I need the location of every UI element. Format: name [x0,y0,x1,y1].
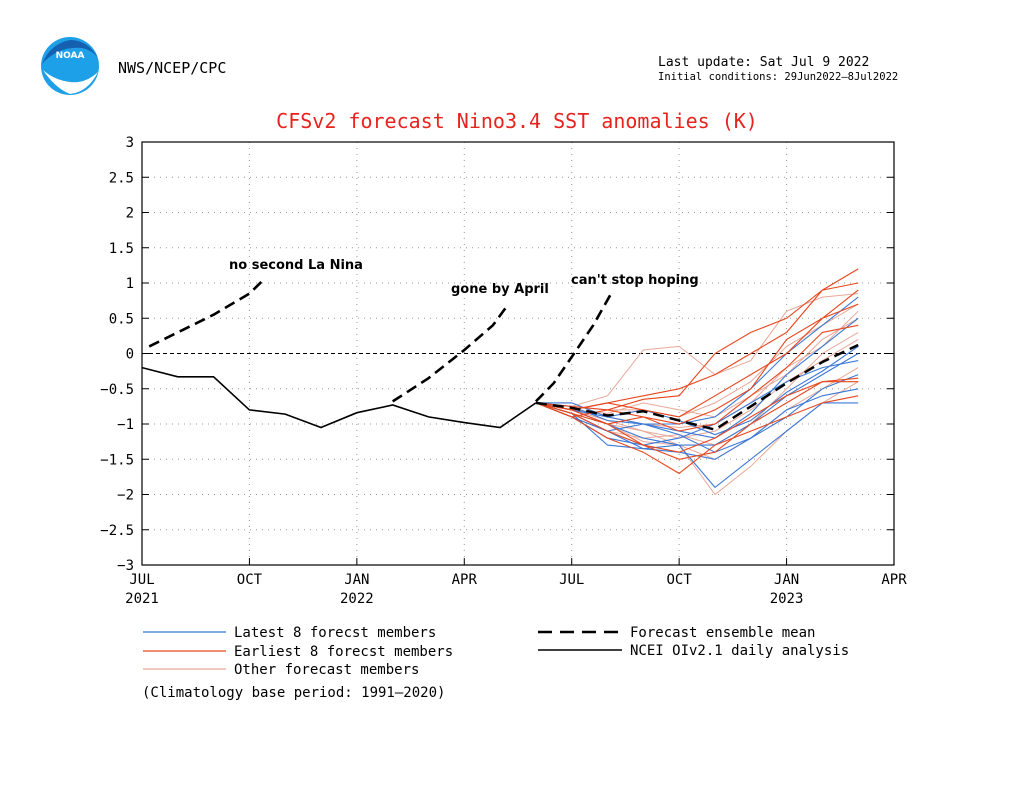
annotation-no-second-la-nina: no second La Nina [229,258,363,273]
legend-label-earliest: Earliest 8 forecst members [234,644,453,660]
y-tick-label: 0 [126,347,134,363]
members-other-group [535,293,859,496]
chart-title: CFSv2 forecast Nino3.4 SST anomalies (K) [276,109,758,133]
x-tick-label: JAN [344,572,369,588]
x-tick-year: 2021 [125,591,159,607]
y-tick-label: 1.5 [109,241,134,257]
member-line [535,377,859,460]
y-tick-label: −1 [117,417,134,433]
legend: Latest 8 forecst members Earliest 8 fore… [142,625,849,701]
legend-label-latest: Latest 8 forecst members [234,625,436,641]
member-line [535,402,859,489]
x-tick-label: OCT [237,572,263,588]
y-tick-label: 0.5 [109,311,134,327]
analysis-line [141,366,537,429]
y-tick-label: 3 [126,135,134,151]
x-tick-label: APR [881,572,907,588]
x-axis: JUL 2021 OCT JAN 2022 APR JUL OCT JAN 2023 APR [125,558,907,607]
y-tick-label: 1 [126,276,134,292]
legend-label-analysis: NCEI OIv2.1 daily analysis [630,643,849,659]
x-tick-label: OCT [666,572,692,588]
y-tick-label: −2.5 [100,523,134,539]
y-tick-label: −0.5 [100,382,134,398]
legend-label-other: Other forecast members [234,662,419,678]
agency-label: NWS/NCEP/CPC [118,59,226,77]
annotation-cant-stop-hoping: can't stop hoping [571,273,699,288]
x-tick-year: 2023 [770,591,804,607]
noaa-logo: NOAA [41,37,99,95]
ensemble-mean-line [535,343,859,431]
x-tick-label: JAN [774,572,799,588]
hand-lines-group [148,278,613,403]
member-line [535,289,859,418]
y-tick-label: 2.5 [109,170,134,186]
plot-area: 3 2.5 2 1.5 1 0.5 0 −0.5 −1 −1.5 −2 −2.5 −3 JUL 2021 O… [100,135,907,607]
x-tick-label: JUL [559,572,584,588]
y-axis: 3 2.5 2 1.5 1 0.5 0 −0.5 −1 −1.5 −2 −2.5 −3 [100,135,894,574]
y-tick-label: −3 [117,558,134,574]
initial-conditions-label: Initial conditions: 29Jun2022–8Jul2022 [658,71,898,83]
hand-drawn-line [534,292,613,403]
legend-label-mean: Forecast ensemble mean [630,625,815,641]
member-line [535,324,859,432]
y-tick-label: −2 [117,488,134,504]
members-earliest-group [535,268,859,475]
last-update-label: Last update: Sat Jul 9 2022 [658,55,869,70]
x-tick-label: APR [452,572,478,588]
member-line [535,282,859,411]
y-tick-label: −1.5 [100,452,134,468]
hand-drawn-line [391,304,509,403]
member-line [535,395,859,475]
noaa-logo-text: NOAA [56,51,85,61]
x-tick-year: 2022 [340,591,374,607]
x-tick-label: JUL [129,572,154,588]
annotation-gone-by-april: gone by April [451,282,549,297]
member-line [535,303,859,425]
climatology-footnote: (Climatology base period: 1991–2020) [142,685,445,701]
y-tick-label: 2 [126,206,134,222]
hand-drawn-line [148,278,265,348]
member-line [535,381,859,453]
